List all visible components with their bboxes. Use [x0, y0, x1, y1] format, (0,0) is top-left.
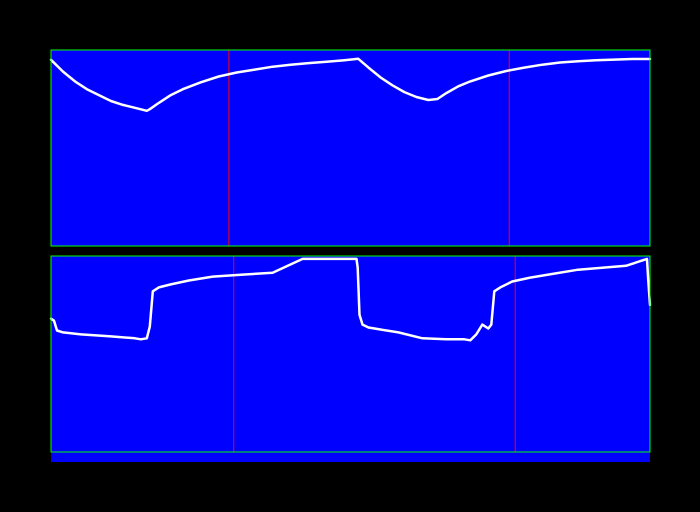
plot-area-2 [51, 256, 650, 462]
plot-frame-2 [50, 255, 651, 453]
plot-area-1 [51, 50, 650, 246]
plot-frame-1 [50, 49, 651, 247]
trace-line-2-1 [49, 257, 652, 342]
trace-line-1-1 [49, 57, 652, 113]
